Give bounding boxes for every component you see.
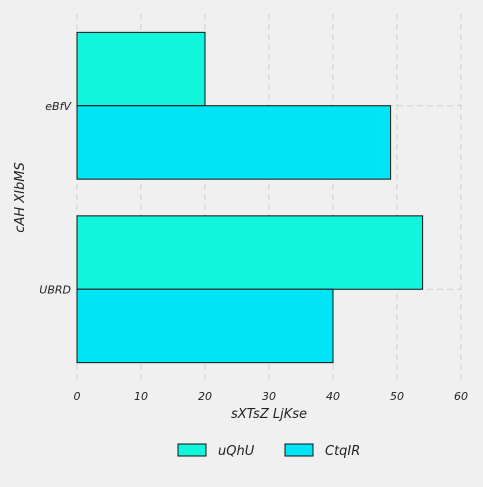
x-tick-label: 50 — [390, 390, 404, 403]
bars — [77, 32, 423, 362]
y-axis-title: cAH XIbMS — [13, 162, 28, 232]
x-tick-label: 10 — [134, 390, 148, 403]
legend-label-CtqIR: CtqIR — [325, 444, 360, 459]
bar-uQhU-UBRD — [77, 216, 423, 289]
bar-CtqIR-UBRD — [77, 289, 333, 362]
bar-CtqIR-eBfV — [77, 106, 391, 179]
x-tick-label: 30 — [262, 390, 276, 403]
y-tick-label: eBfV — [45, 100, 72, 113]
x-tick-label: 0 — [74, 390, 81, 403]
y-tick-labels: UBRD eBfV — [39, 100, 72, 297]
legend-swatch-CtqIR — [285, 444, 313, 456]
x-tick-label: 20 — [198, 390, 212, 403]
legend: uQhU CtqIR — [178, 444, 360, 459]
x-axis-title: sXTsZ LjKse — [231, 407, 307, 422]
x-tick-labels: 0 10 20 30 40 50 60 — [74, 390, 469, 403]
bar-uQhU-eBfV — [77, 32, 205, 105]
legend-label-uQhU: uQhU — [218, 444, 255, 459]
y-tick-label: UBRD — [39, 283, 71, 296]
x-tick-label: 40 — [326, 390, 340, 403]
x-tick-label: 60 — [454, 390, 468, 403]
legend-swatch-uQhU — [178, 444, 206, 456]
